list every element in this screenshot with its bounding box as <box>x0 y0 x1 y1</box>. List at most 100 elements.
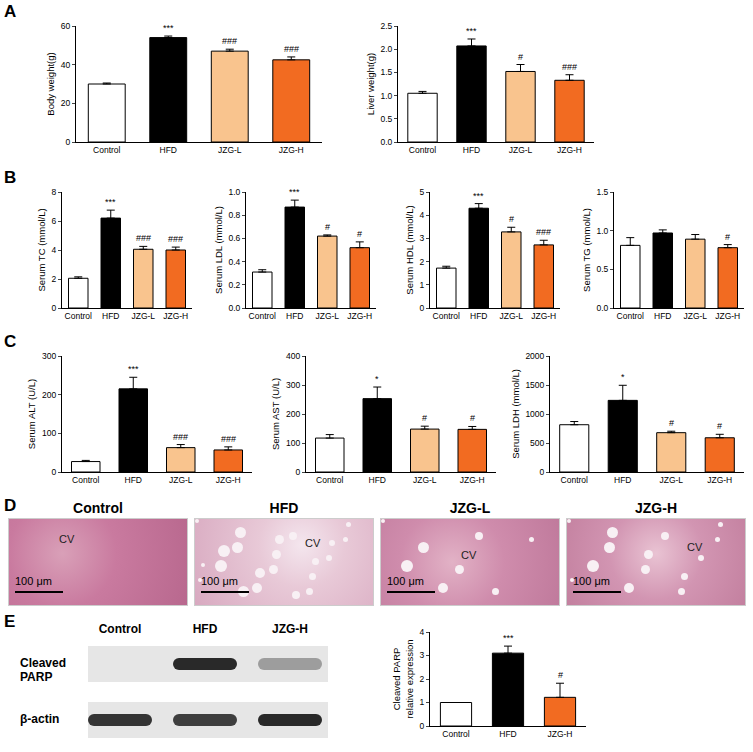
svg-text:200: 200 <box>42 390 56 400</box>
svg-text:Control: Control <box>409 145 437 155</box>
svg-text:Control: Control <box>72 475 100 485</box>
svg-text:JZG-L: JZG-L <box>499 311 523 321</box>
svg-text:#: # <box>558 670 563 680</box>
svg-text:JZG-H: JZG-H <box>216 475 241 485</box>
svg-text:JZG-H: JZG-H <box>715 311 740 321</box>
svg-text:***: *** <box>466 26 477 36</box>
svg-text:JZG-H: JZG-H <box>547 729 572 739</box>
svg-text:JZG-L: JZG-L <box>683 311 707 321</box>
svg-text:60: 60 <box>61 21 71 31</box>
svg-text:8: 8 <box>52 187 57 197</box>
svg-text:Control: Control <box>617 311 645 321</box>
svg-text:***: *** <box>163 23 174 33</box>
svg-text:40: 40 <box>61 60 71 70</box>
svg-text:1.0: 1.0 <box>380 91 392 101</box>
svg-text:***: *** <box>105 197 116 207</box>
svg-text:0: 0 <box>420 303 425 313</box>
svg-text:6: 6 <box>52 216 57 226</box>
svg-text:***: *** <box>289 187 300 197</box>
svg-text:JZG-L: JZG-L <box>509 145 533 155</box>
svg-text:Control: Control <box>93 145 121 155</box>
svg-text:1500: 1500 <box>525 380 544 390</box>
svg-text:1.5: 1.5 <box>380 67 392 77</box>
svg-text:JZG-H: JZG-H <box>460 475 485 485</box>
svg-text:2: 2 <box>52 274 57 284</box>
svg-text:###: ### <box>562 62 577 72</box>
svg-text:Body weight(g): Body weight(g) <box>45 52 56 115</box>
svg-text:Control: Control <box>433 311 461 321</box>
svg-text:Serum LDL (mmol/L): Serum LDL (mmol/L) <box>213 206 224 294</box>
svg-text:###: ### <box>168 234 183 244</box>
svg-text:***: *** <box>503 633 514 643</box>
svg-text:0.4: 0.4 <box>228 257 240 267</box>
svg-text:1.0: 1.0 <box>228 187 240 197</box>
svg-text:#: # <box>509 214 514 224</box>
svg-text:Serum LDH (mmol/L): Serum LDH (mmol/L) <box>510 369 521 459</box>
svg-text:0: 0 <box>66 137 71 147</box>
svg-text:0: 0 <box>296 467 301 477</box>
svg-text:1: 1 <box>420 697 425 707</box>
svg-text:JZG-H: JZG-H <box>163 311 188 321</box>
svg-text:300: 300 <box>42 351 56 361</box>
svg-text:1.0: 1.0 <box>596 226 608 236</box>
svg-text:JZG-H: JZG-H <box>557 145 582 155</box>
svg-text:3: 3 <box>420 650 425 660</box>
svg-text:#: # <box>357 229 362 239</box>
svg-text:JZG-H: JZG-H <box>531 311 556 321</box>
svg-text:JZG-L: JZG-L <box>169 475 193 485</box>
svg-text:0: 0 <box>420 721 425 731</box>
svg-text:0: 0 <box>52 303 57 313</box>
svg-text:###: ### <box>222 36 237 46</box>
svg-text:Control: Control <box>561 475 589 485</box>
svg-text:Serum TG (mmol/L): Serum TG (mmol/L) <box>581 208 592 292</box>
svg-text:0: 0 <box>540 467 545 477</box>
svg-text:2000: 2000 <box>525 351 544 361</box>
svg-text:400: 400 <box>286 351 300 361</box>
svg-text:1000: 1000 <box>525 409 544 419</box>
svg-text:###: ### <box>136 233 151 243</box>
svg-text:HFD: HFD <box>369 475 386 485</box>
svg-text:100: 100 <box>42 428 56 438</box>
svg-text:HFD: HFD <box>125 475 142 485</box>
svg-text:Liver weight(g): Liver weight(g) <box>365 53 376 115</box>
svg-text:JZG-L: JZG-L <box>413 475 437 485</box>
svg-text:0.0: 0.0 <box>380 137 392 147</box>
svg-text:100: 100 <box>286 438 300 448</box>
svg-text:Cleaved PARPrelative expressio: Cleaved PARPrelative expression <box>391 639 414 718</box>
svg-text:0.0: 0.0 <box>596 303 608 313</box>
svg-text:#: # <box>470 413 475 423</box>
svg-text:HFD: HFD <box>286 311 303 321</box>
svg-text:#: # <box>325 222 330 232</box>
svg-text:500: 500 <box>530 438 544 448</box>
svg-text:0.5: 0.5 <box>380 114 392 124</box>
svg-text:0.5: 0.5 <box>596 264 608 274</box>
svg-text:HFD: HFD <box>160 145 177 155</box>
svg-text:Serum AST (U/L): Serum AST (U/L) <box>270 378 281 450</box>
svg-text:HFD: HFD <box>614 475 631 485</box>
svg-text:Control: Control <box>249 311 277 321</box>
svg-text:Control: Control <box>65 311 93 321</box>
svg-text:HFD: HFD <box>102 311 119 321</box>
svg-text:0.8: 0.8 <box>228 210 240 220</box>
svg-text:###: ### <box>221 434 236 444</box>
svg-text:JZG-L: JZG-L <box>315 311 339 321</box>
svg-text:2.5: 2.5 <box>380 21 392 31</box>
svg-text:2: 2 <box>420 674 425 684</box>
svg-text:***: *** <box>473 191 484 201</box>
svg-text:HFD: HFD <box>470 311 487 321</box>
svg-text:***: *** <box>128 364 139 374</box>
svg-text:###: ### <box>284 44 299 54</box>
svg-text:#: # <box>518 52 523 62</box>
svg-text:JZG-L: JZG-L <box>659 475 683 485</box>
svg-text:4: 4 <box>52 245 57 255</box>
svg-text:Control: Control <box>442 729 470 739</box>
svg-text:###: ### <box>536 227 551 237</box>
svg-text:JZG-L: JZG-L <box>218 145 242 155</box>
svg-text:JZG-L: JZG-L <box>131 311 155 321</box>
svg-text:HFD: HFD <box>654 311 671 321</box>
svg-text:0: 0 <box>52 467 57 477</box>
svg-text:Serum TC (mmol/L): Serum TC (mmol/L) <box>36 208 47 291</box>
svg-text:*: * <box>621 372 625 382</box>
svg-text:HFD: HFD <box>499 729 516 739</box>
svg-text:#: # <box>669 418 674 428</box>
